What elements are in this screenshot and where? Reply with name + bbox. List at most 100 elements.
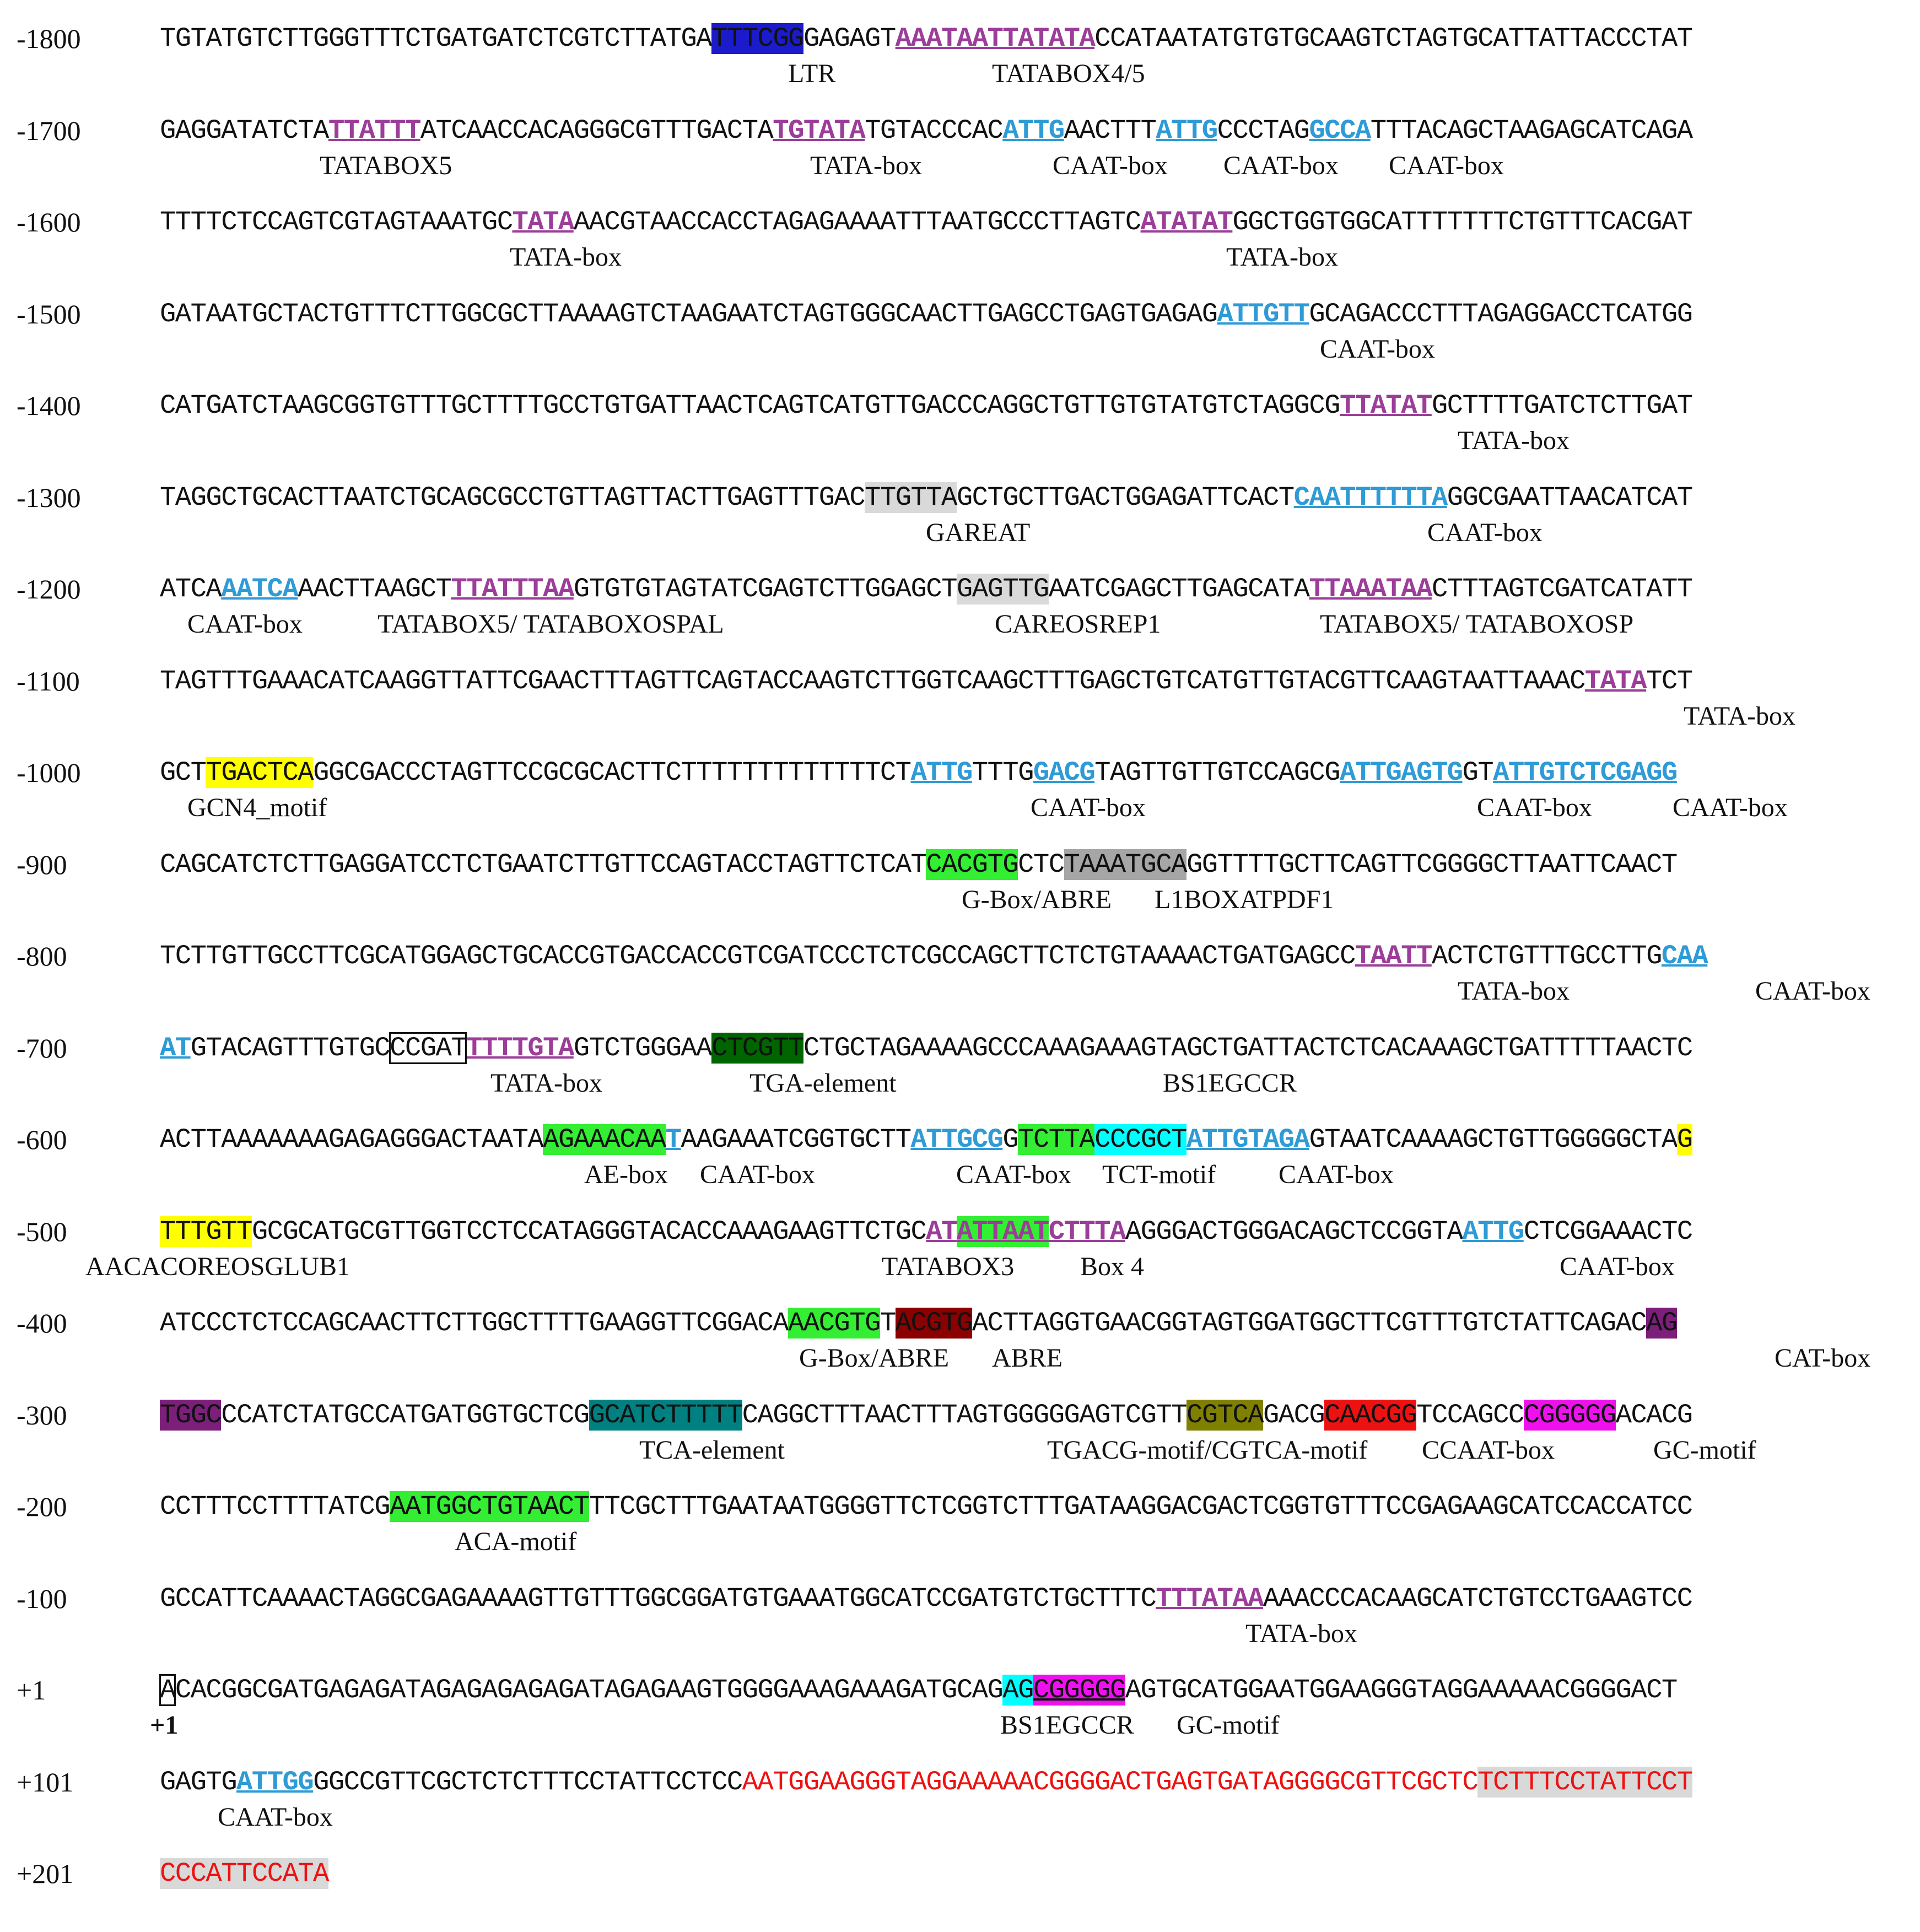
motif-highlight: AAATAATTATATA [895, 23, 1096, 54]
sequence-segment: CTCGGAAACTC [1523, 1216, 1693, 1247]
sequence-row: +201 CCCATTCCATA [0, 1857, 1920, 1932]
motif-label: ACA-motif [455, 1527, 577, 1556]
motif-highlight: ATTGTCTCGAGG [1493, 757, 1678, 788]
nucleotide-sequence: TAGGCTGCACTTAATCTGCAGCGCCTGTTAGTTACTTGAG… [160, 481, 1693, 514]
sequence-segment: GTAATCAAAAGCTGTTGGGGGCTA [1309, 1124, 1678, 1155]
motif-label: GC-motif [1653, 1435, 1756, 1465]
sequence-segment: GAGTG [160, 1767, 238, 1798]
motif-label: LTR [788, 59, 836, 88]
sequence-segment: CAGCATCTCTTGAGGATCCTCTGAATCTTGTTCCAGTACC… [160, 849, 927, 880]
motif-highlight: TTTGTT [160, 1216, 252, 1247]
motif-label: BS1EGCCR [1000, 1710, 1134, 1740]
sequence-segment: CTC [1018, 849, 1065, 880]
motif-label: CAAT-box [1389, 151, 1504, 180]
motif-highlight: ATTG [1462, 1216, 1524, 1247]
motif-label: G-Box/ABRE [962, 885, 1112, 914]
sequence-segment: ATCCCTCTCCAGCAACTTCTTGGCTTTTGAAGGTTCGGAC… [160, 1308, 789, 1339]
nucleotide-sequence: CATGATCTAAGCGGTGTTTGCTTTTGCCTGTGATTAACTC… [160, 389, 1693, 422]
motif-label: TATABOX4/5 [992, 59, 1145, 88]
sequence-segment: GGCTGGTGGCATTTTTTTCTGTTTCACGAT [1232, 207, 1693, 238]
motif-label: TATA-box [1458, 976, 1570, 1006]
motif-label: CAAT-box [700, 1160, 815, 1189]
position-label: -400 [17, 1308, 67, 1339]
motif-label: TGA-element [749, 1068, 897, 1098]
motif-highlight: TGTATA [773, 115, 865, 146]
position-label: -1100 [17, 666, 80, 697]
sequence-segment: AACTTAAGCT [298, 574, 452, 605]
motif-label: TATABOX5 [320, 151, 452, 180]
nucleotide-sequence: GATAATGCTACTGTTTCTTGGCGCTTAAAAGTCTAAGAAT… [160, 298, 1693, 331]
motif-label: TCT-motif [1102, 1160, 1216, 1189]
sequence-segment: AACTTT [1064, 115, 1157, 146]
position-label: -1500 [17, 299, 81, 330]
motif-label: CAAT-box [1477, 793, 1592, 822]
motif-highlight: TTATTTAA [451, 574, 574, 605]
motif-label: CAAT-box [956, 1160, 1071, 1189]
nucleotide-sequence: ATCAAATCAAACTTAAGCTTTATTTAAGTGTGTAGTATCG… [160, 573, 1693, 606]
motif-label: CAAT-box [1673, 793, 1788, 822]
position-label: -1300 [17, 482, 81, 513]
nucleotide-sequence: TTTGTTGCGCATGCGTTGGTCCTCCATAGGGTACACCAAA… [160, 1215, 1693, 1248]
sequence-row: -1800 TGTATGTCTTGGGTTTCTGATGATCTCGTCTTATG… [0, 22, 1920, 105]
motif-label: CAAT-box [218, 1803, 333, 1832]
motif-highlight: CGGGGG [1523, 1400, 1616, 1431]
motif-label: TATA-box [490, 1068, 602, 1098]
motif-highlight: TTTATAA [1156, 1583, 1264, 1614]
sequence-row: -800 TCTTGTTGCCTTCGCATGGAGCTGCACCGTGACCAC… [0, 940, 1920, 1022]
sequence-row: -400 ATCCCTCTCCAGCAACTTCTTGGCTTTTGAAGGTTC… [0, 1307, 1920, 1389]
position-label: -1000 [17, 757, 81, 788]
position-label: -900 [17, 849, 67, 880]
nucleotide-sequence: TGGCCCATCTATGCCATGATGGTGCTCGGCATCTTTTTCA… [160, 1399, 1693, 1432]
nucleotide-sequence: ATCCCTCTCCAGCAACTTCTTGGCTTTTGAAGGTTCGGAC… [160, 1307, 1678, 1340]
motif-label: G-Box/ABRE [799, 1343, 950, 1373]
motif-label: AE-box [584, 1160, 668, 1189]
motif-highlight: ATTGG [236, 1767, 314, 1798]
motif-highlight: CCCGCT [1094, 1124, 1188, 1155]
motif-label: CAAT-box [1031, 793, 1146, 822]
motif-label: TATABOX5/ TATABOXOSPAL [377, 609, 724, 639]
motif-highlight: CAA [1661, 941, 1708, 972]
position-label: -1800 [17, 23, 81, 54]
sequence-row: -1700 GAGGATATCTATTATTTATCAACCACAGGGCGTTT… [0, 114, 1920, 197]
sequence-segment: TAGGCTGCACTTAATCTGCAGCGCCTGTTAGTTACTTGAG… [160, 482, 866, 513]
nucleotide-sequence: GAGGATATCTATTATTTATCAACCACAGGGCGTTTGACTA… [160, 114, 1693, 147]
position-label: -500 [17, 1216, 67, 1247]
sequence-row: -100 GCCATTCAAAACTAGGCGAGAAAAGTTGTTTGGCGG… [0, 1582, 1920, 1665]
motif-label: BS1EGCCR [1163, 1068, 1297, 1098]
motif-highlight: AG [1002, 1675, 1034, 1706]
motif-label: CAAT-box [1427, 518, 1543, 547]
sequence-segment: CACGGCGATGAGAGATAGAGAGAGAGATAGAGAAGTGGGG… [175, 1675, 1004, 1706]
sequence-segment: CCATCTATGCCATGATGGTGCTCG [221, 1400, 590, 1431]
motif-highlight: CGTCA [1186, 1400, 1264, 1431]
motif-highlight: G [1676, 1124, 1693, 1155]
motif-highlight: CGGGGG [1033, 1675, 1126, 1706]
sequence-segment: GGTTTTGCTTCAGTTCGGGGCTTAATTCAACT [1186, 849, 1678, 880]
sequence-row: -900 CAGCATCTCTTGAGGATCCTCTGAATCTTGTTCCAG… [0, 848, 1920, 931]
position-label: -600 [17, 1124, 67, 1155]
sequence-segment: GCCATTCAAAACTAGGCGAGAAAAGTTGTTTGGCGGATGT… [160, 1583, 1157, 1614]
sequence-segment: GT [1462, 757, 1494, 788]
motif-highlight: AACGTG [788, 1308, 881, 1339]
motif-highlight: CTCGTT [711, 1033, 804, 1064]
transcription-start-label: +1 [150, 1710, 179, 1740]
sequence-segment: GAGGATATCTA [160, 115, 329, 146]
sequence-row: -1400 CATGATCTAAGCGGTGTTTGCTTTTGCCTGTGATT… [0, 389, 1920, 472]
sequence-segment: TAGTTTGAAACATCAAGGTTATTCGAACTTTAGTTCAGTA… [160, 666, 1585, 697]
sequence-row: -600 ACTTAAAAAAAGAGAGGGACTAATAAGAAACAATAA… [0, 1123, 1920, 1206]
motif-label: Box 4 [1080, 1252, 1145, 1281]
sequence-segment: GTACAGTTTGTGC [190, 1033, 391, 1064]
sequence-row: +101 GAGTGATTGGGGCCGTTCGCTCTCTTTCCTATTCCT… [0, 1766, 1920, 1848]
sequence-segment: GGCGAATTAACATCAT [1447, 482, 1693, 513]
position-label: -700 [17, 1033, 67, 1064]
motif-label: CAAT-box [1755, 976, 1870, 1006]
nucleotide-sequence: ACTTAAAAAAAGAGAGGGACTAATAAGAAACAATAAGAAA… [160, 1123, 1693, 1156]
motif-label: CAT-box [1775, 1343, 1871, 1373]
motif-highlight: AG [1646, 1308, 1678, 1339]
sequence-segment: CAGGCTTTAACTTTAGTGGGGGAGTCGTT [742, 1400, 1188, 1431]
position-label: -1200 [17, 574, 81, 605]
motif-label: ABRE [992, 1343, 1063, 1373]
motif-highlight: CACGTG [926, 849, 1019, 880]
sequence-row: -1200 ATCAAATCAAACTTAAGCTTTATTTAAGTGTGTAG… [0, 573, 1920, 655]
sequence-segment: TAGTTGTTGTCCAGCG [1094, 757, 1340, 788]
motif-label: TATA-box [1226, 242, 1338, 272]
